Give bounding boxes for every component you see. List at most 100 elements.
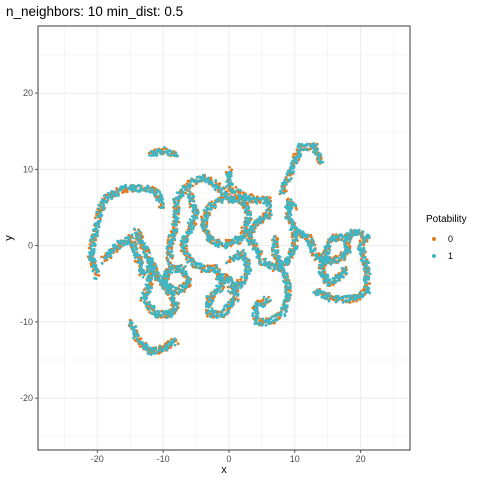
point-potability-1 [222,244,226,248]
point-potability-1 [146,289,150,293]
point-potability-1 [184,264,187,268]
point-potability-1 [99,200,103,204]
point-potability-1 [213,291,217,295]
point-potability-1 [92,263,95,267]
point-potability-1 [103,193,106,197]
point-potability-1 [181,267,185,270]
point-potability-1 [288,284,292,288]
point-potability-1 [362,246,366,250]
point-potability-1 [242,235,245,239]
point-potability-1 [292,170,295,174]
point-potability-1 [278,268,282,272]
point-potability-0 [186,179,190,183]
point-potability-1 [367,270,370,273]
point-potability-1 [237,254,241,258]
point-potability-1 [91,241,95,245]
point-potability-1 [94,222,98,226]
point-potability-1 [113,243,117,247]
point-potability-1 [149,311,153,315]
point-potability-1 [149,353,153,356]
point-potability-1 [265,202,269,206]
point-potability-1 [254,301,258,305]
point-potability-1 [328,239,332,242]
point-potability-1 [210,294,214,298]
point-potability-1 [90,236,94,240]
y-tick-label: 0 [28,241,33,251]
point-potability-1 [181,270,184,274]
point-potability-1 [188,259,192,263]
point-potability-1 [246,230,250,233]
point-potability-1 [173,233,177,236]
point-potability-1 [315,253,319,256]
point-potability-1 [302,231,306,235]
point-potability-0 [358,297,362,301]
point-potability-1 [289,228,292,232]
point-potability-1 [295,245,299,249]
point-potability-1 [185,285,189,288]
point-potability-0 [227,259,230,263]
point-potability-1 [134,243,138,247]
point-potability-1 [340,233,343,237]
point-potability-1 [137,257,141,261]
point-potability-1 [358,291,362,294]
point-potability-0 [141,235,145,239]
point-potability-1 [288,259,292,263]
x-tick-label: 20 [356,454,366,464]
point-potability-0 [239,231,243,235]
point-potability-1 [263,304,266,308]
point-potability-0 [184,191,188,195]
point-potability-1 [346,245,349,249]
point-potability-1 [142,245,146,249]
point-potability-1 [172,237,176,241]
point-potability-1 [166,244,170,248]
point-potability-1 [344,250,348,254]
point-potability-1 [280,306,283,310]
point-potability-0 [216,190,220,193]
point-potability-1 [297,153,301,157]
point-potability-1 [174,204,177,208]
point-potability-1 [261,317,265,321]
point-potability-1 [156,309,160,313]
point-potability-0 [217,310,221,314]
point-potability-1 [210,307,214,311]
point-potability-1 [337,278,341,282]
point-potability-1 [236,239,240,243]
point-potability-1 [94,224,98,228]
point-potability-1 [174,291,177,294]
point-potability-1 [172,293,176,297]
point-potability-1 [174,223,178,227]
point-potability-1 [166,150,170,154]
point-potability-1 [221,276,225,280]
point-potability-1 [175,267,178,271]
point-potability-1 [332,296,336,300]
point-potability-0 [309,233,313,237]
point-potability-1 [141,272,145,276]
point-potability-1 [144,187,148,191]
point-potability-1 [175,306,179,309]
point-potability-1 [236,236,240,240]
point-potability-1 [198,266,202,270]
point-potability-1 [348,250,352,254]
point-potability-1 [184,188,188,192]
point-potability-0 [290,241,294,245]
point-potability-1 [287,217,290,221]
point-potability-1 [346,237,350,241]
point-potability-1 [155,198,158,202]
point-potability-1 [148,300,151,304]
legend-title: Potability [426,214,467,225]
point-potability-1 [284,288,288,292]
point-potability-1 [326,275,330,278]
point-potability-1 [215,183,218,187]
point-potability-1 [361,293,365,297]
point-potability-0 [209,176,213,180]
point-potability-1 [276,251,279,255]
point-potability-1 [287,210,290,213]
point-potability-0 [139,299,143,302]
point-potability-1 [345,272,349,275]
point-potability-1 [257,255,261,258]
point-potability-1 [205,224,208,228]
point-potability-1 [161,286,165,290]
point-potability-1 [157,271,160,275]
point-potability-1 [150,187,154,191]
point-potability-1 [205,294,209,298]
